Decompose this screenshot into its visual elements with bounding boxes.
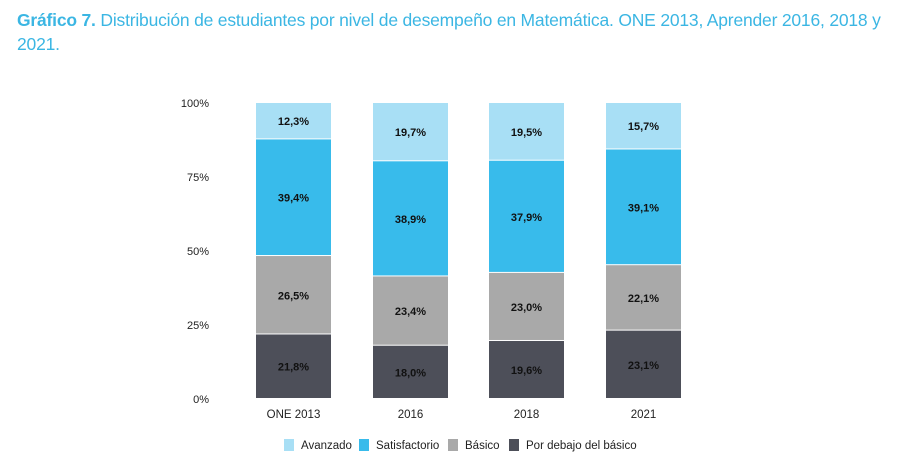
bar-segment [373,345,448,398]
data-label: 12,3% [278,116,309,128]
bar-segment [373,161,448,276]
bar-segment [256,334,331,398]
y-tick-label: 75% [187,172,209,184]
bar-segment [606,149,681,265]
x-tick-label: 2016 [398,409,424,421]
bar-segment [606,265,681,330]
legend-label: Satisfactorio [376,440,439,452]
bar-segment [256,256,331,334]
x-tick-label: 2018 [514,409,540,421]
data-label: 39,4% [278,193,309,205]
data-label: 19,5% [511,127,542,139]
legend-label: Básico [465,440,500,452]
data-label: 21,8% [278,362,309,374]
chart-title: Gráfico 7. Distribución de estudiantes p… [17,8,897,56]
data-label: 26,5% [278,290,309,302]
bar-segment [489,103,564,160]
bar-segment [489,340,564,398]
chart-title-label: Gráfico 7. [17,10,96,30]
legend-swatch [359,439,369,451]
y-tick-label: 50% [187,246,209,258]
data-label: 39,1% [628,202,659,214]
data-label: 19,6% [511,365,542,377]
data-label: 18,0% [395,367,426,379]
bar-segment [373,103,448,161]
bar-segment [489,160,564,272]
data-label: 37,9% [511,212,542,224]
bar-segment [373,276,448,345]
data-label: 23,0% [511,302,542,314]
x-tick-label: ONE 2013 [267,409,321,421]
data-label: 23,1% [628,360,659,372]
legend-swatch [284,439,294,451]
data-label: 38,9% [395,214,426,226]
bar-segment [489,272,564,340]
bar-segment [606,103,681,149]
bar-segment [606,330,681,398]
legend-label: Por debajo del básico [526,440,637,452]
y-tick-label: 100% [181,98,209,110]
y-tick-label: 25% [187,320,209,332]
chart-title-text: Distribución de estudiantes por nivel de… [17,10,881,54]
data-label: 22,1% [628,293,659,305]
data-label: 15,7% [628,121,659,133]
y-tick-label: 0% [193,394,209,406]
data-label: 23,4% [395,306,426,318]
legend-swatch [509,439,519,451]
bar-segment [256,103,331,139]
bar-segment [256,139,331,256]
data-label: 19,7% [395,127,426,139]
legend-swatch [448,439,458,451]
legend-label: Avanzado [301,440,352,452]
x-tick-label: 2021 [631,409,657,421]
